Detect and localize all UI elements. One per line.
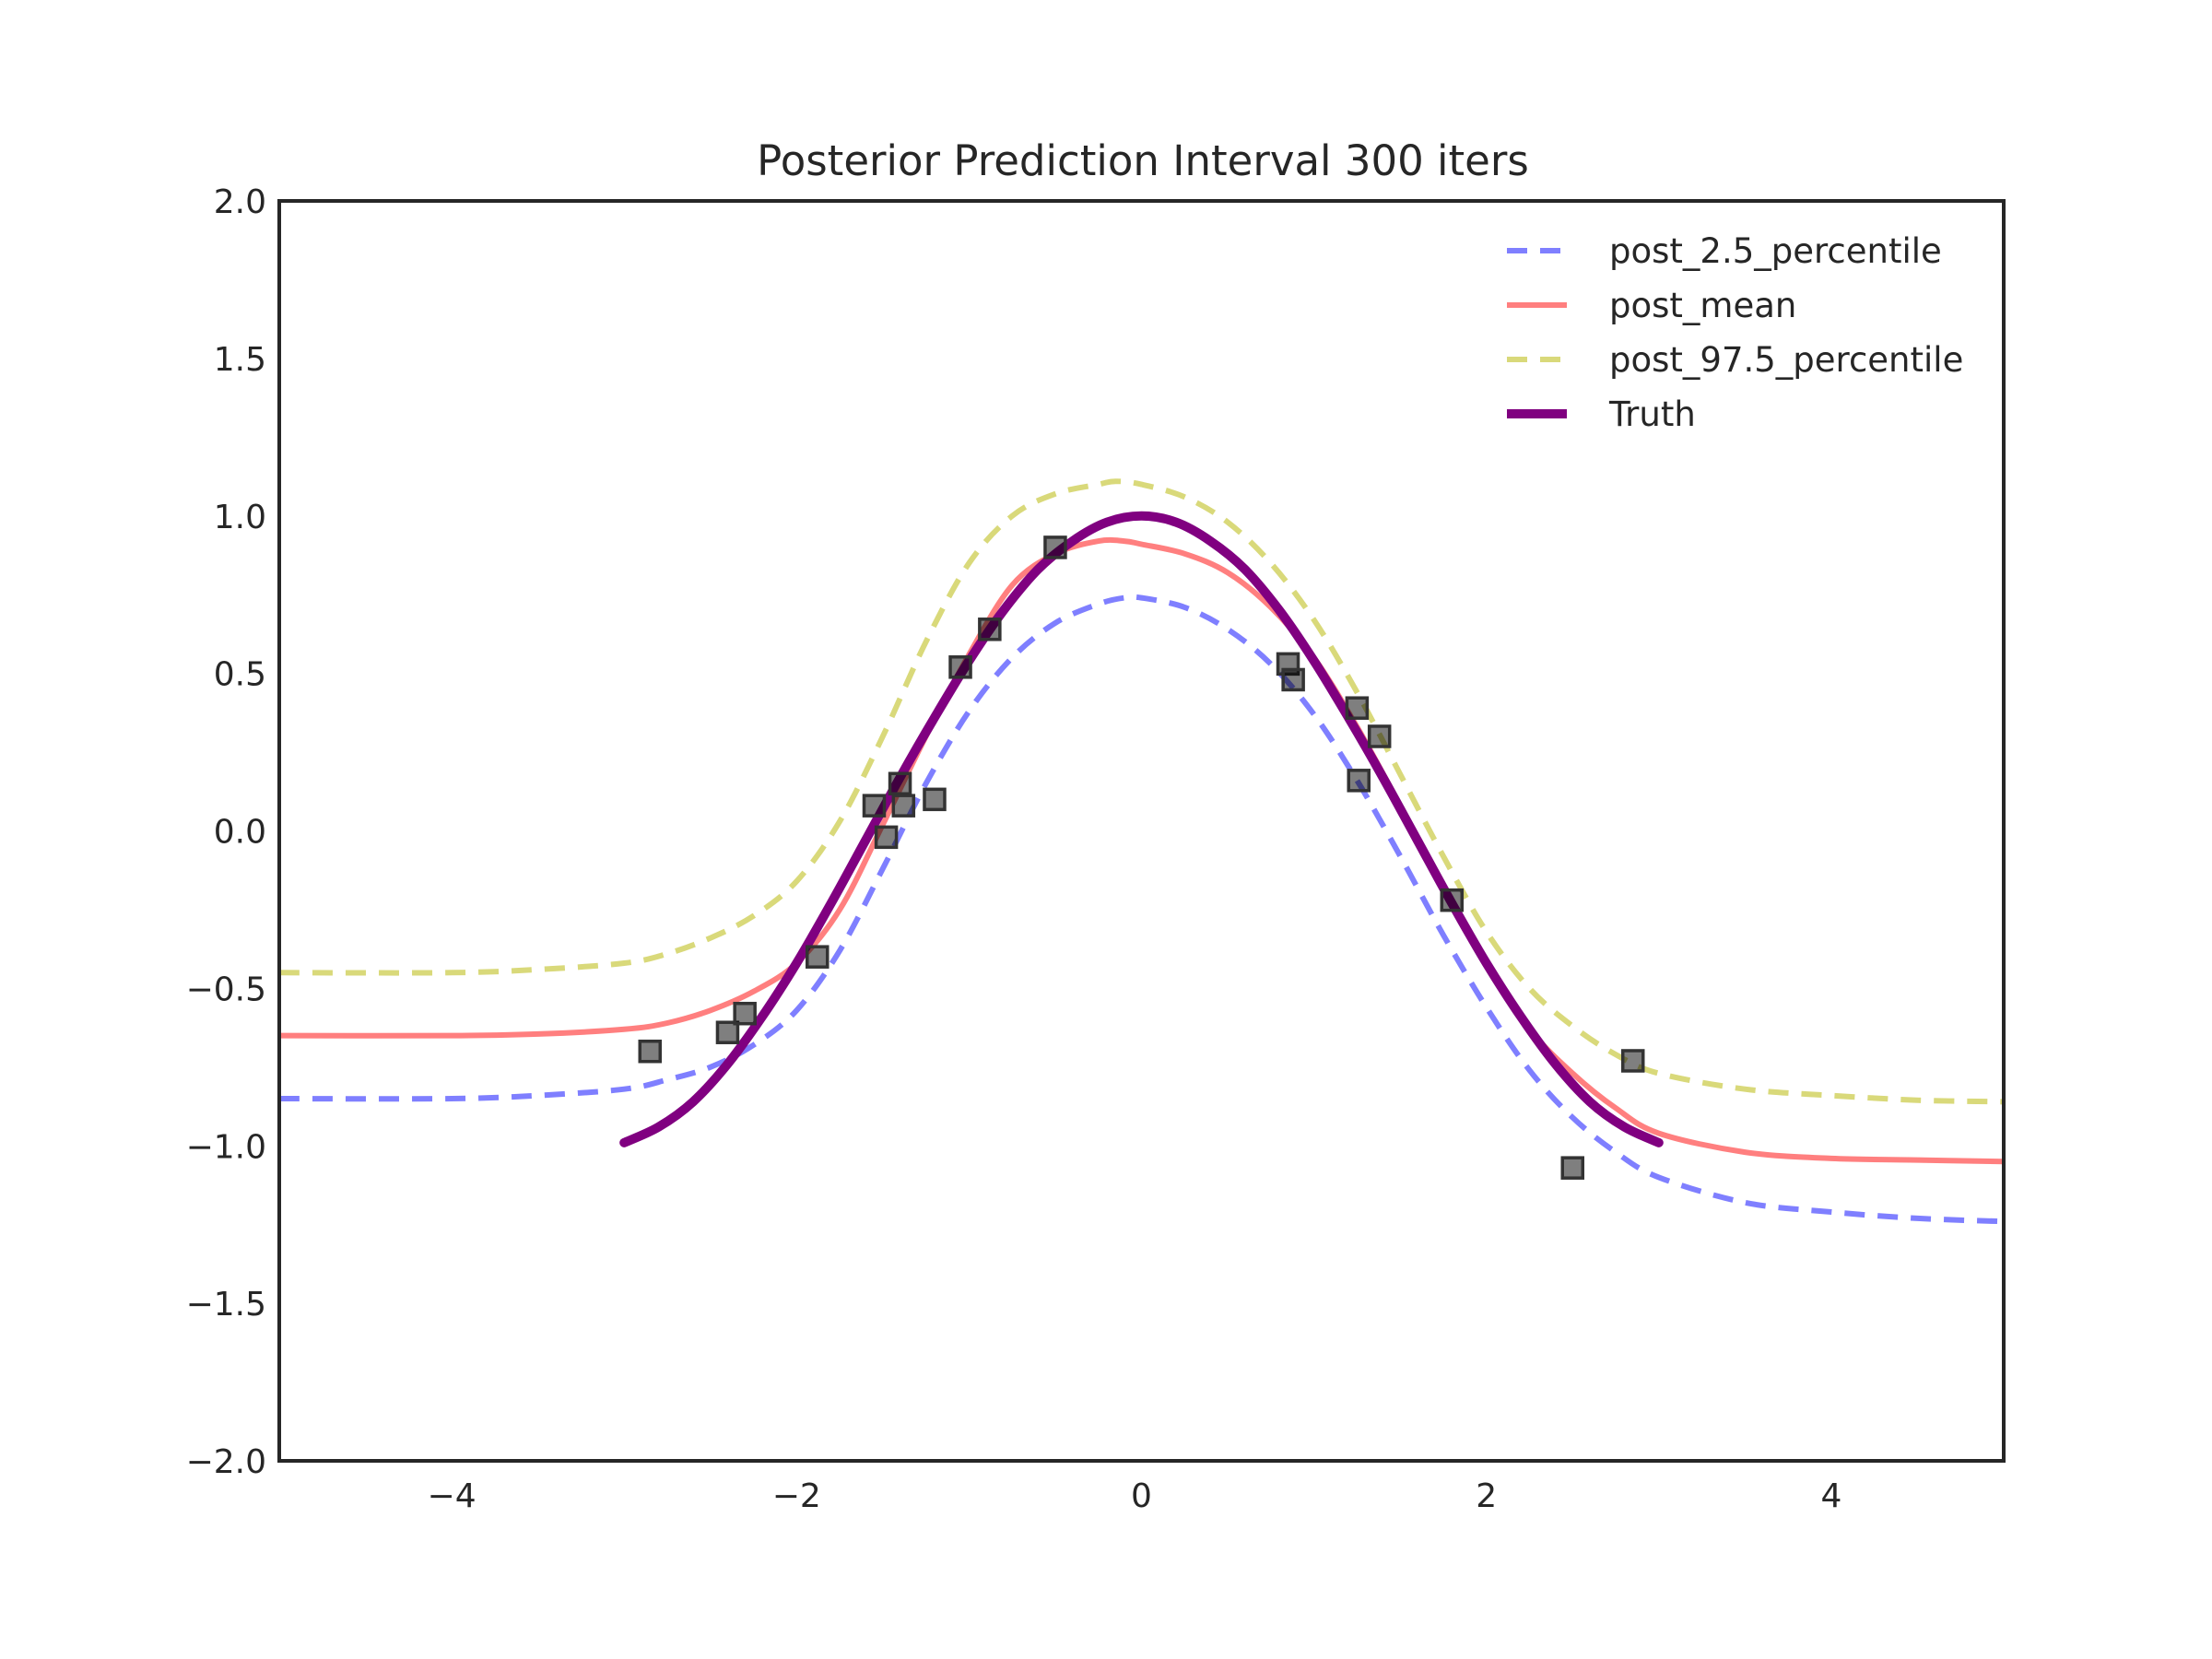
data-point: [1620, 1049, 1645, 1073]
series-layer: [279, 478, 2004, 1225]
y-tick-label: 1.5: [214, 341, 266, 379]
plot-frame: [277, 199, 2006, 1463]
legend-label: post_mean: [1609, 286, 1796, 325]
legend-label: Truth: [1608, 394, 1696, 434]
data-point: [1367, 724, 1392, 748]
scatter-layer: [638, 535, 1645, 1180]
x-tick-label: 2: [1476, 1477, 1497, 1515]
data-point: [862, 794, 887, 818]
y-tick-label: −0.5: [186, 971, 266, 1008]
y-tick-label: 2.0: [214, 183, 266, 221]
data-point: [874, 825, 899, 850]
y-tick-label: 0.5: [214, 656, 266, 694]
series-line-truth: [619, 511, 1664, 1147]
data-point: [978, 618, 1002, 641]
data-point: [891, 794, 916, 818]
data-point: [1560, 1156, 1584, 1180]
data-point: [1347, 769, 1371, 793]
chart-title: Posterior Prediction Interval 300 iters: [757, 136, 1529, 185]
data-point: [715, 1020, 740, 1044]
data-point: [888, 771, 912, 795]
y-tick-label: −2.0: [186, 1443, 266, 1481]
data-point: [806, 945, 830, 969]
x-tick-labels: −4 −2 0 2 4: [428, 1477, 1842, 1515]
series-line-post-mean: [279, 536, 2004, 1165]
y-tick-label: −1.0: [186, 1128, 266, 1166]
y-tick-label: 1.0: [214, 499, 266, 536]
y-tick-label: 0.0: [214, 814, 266, 852]
data-point: [1281, 667, 1305, 692]
legend-label: post_2.5_percentile: [1609, 231, 1942, 271]
x-tick-label: 0: [1131, 1477, 1152, 1515]
y-tick-labels: 2.0 1.5 1.0 0.5 0.0 −0.5 −1.0 −1.5 −2.0: [186, 183, 266, 1481]
data-point: [1440, 888, 1465, 912]
x-tick-label: 4: [1820, 1477, 1841, 1515]
x-tick-label: −4: [428, 1477, 477, 1515]
data-point: [1043, 535, 1067, 559]
series-line-post-97-5-percentile: [279, 478, 2004, 1105]
data-point: [638, 1039, 663, 1064]
legend-label: post_97.5_percentile: [1609, 340, 1963, 380]
y-tick-label: −1.5: [186, 1286, 266, 1324]
legend: post_2.5_percentile post_mean post_97.5_pe…: [1507, 231, 1963, 434]
data-point: [1345, 696, 1370, 720]
data-point: [948, 655, 972, 679]
data-point: [923, 787, 947, 812]
data-point: [733, 1001, 757, 1026]
series-line-post-2-5-percentile: [279, 594, 2004, 1225]
x-tick-label: −2: [772, 1477, 821, 1515]
